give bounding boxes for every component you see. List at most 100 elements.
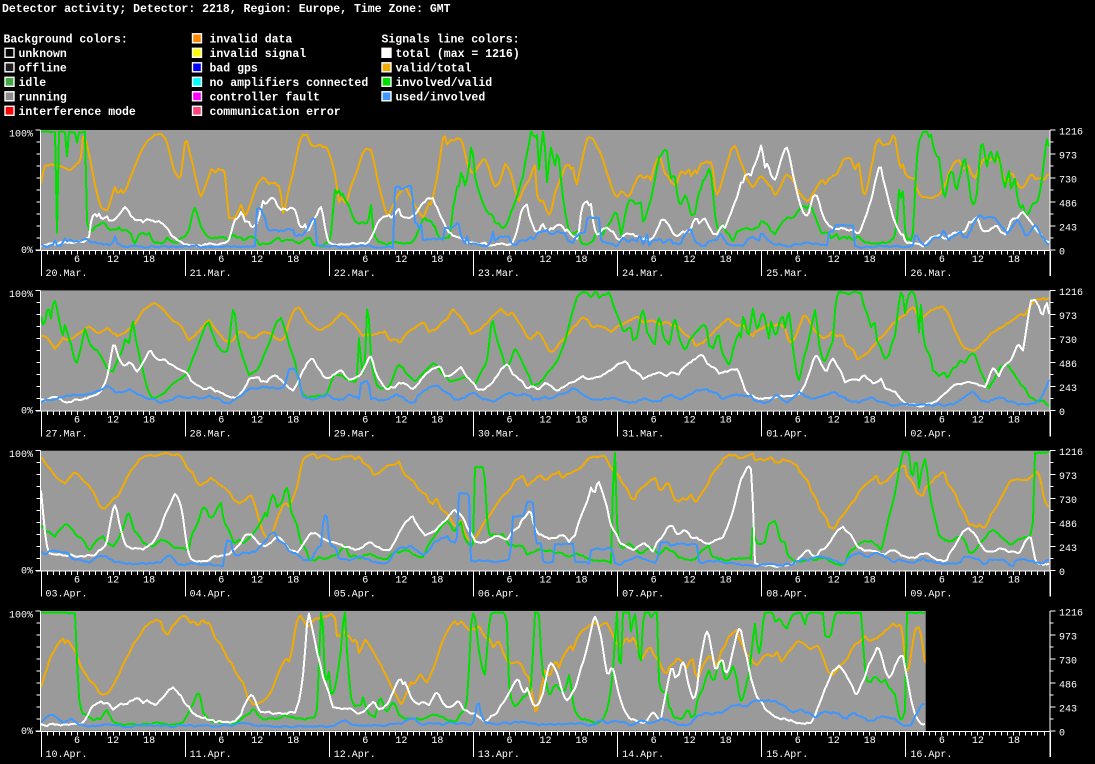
svg-text:6: 6 xyxy=(795,576,801,587)
svg-text:18: 18 xyxy=(431,415,443,426)
svg-text:27.Mar.: 27.Mar. xyxy=(46,429,88,440)
svg-text:05.Apr.: 05.Apr. xyxy=(334,590,376,601)
svg-text:Background colors:: Background colors: xyxy=(4,33,128,46)
svg-text:12: 12 xyxy=(684,415,696,426)
svg-text:28.Mar.: 28.Mar. xyxy=(190,429,232,440)
svg-text:0: 0 xyxy=(1059,568,1065,579)
svg-text:1216: 1216 xyxy=(1059,608,1083,619)
svg-text:486: 486 xyxy=(1059,520,1077,531)
svg-text:18: 18 xyxy=(143,415,155,426)
svg-text:243: 243 xyxy=(1059,384,1077,395)
svg-text:06.Apr.: 06.Apr. xyxy=(478,590,520,601)
svg-text:Signals line colors:: Signals line colors: xyxy=(382,33,520,46)
svg-text:09.Apr.: 09.Apr. xyxy=(910,590,952,601)
svg-text:12: 12 xyxy=(539,415,551,426)
svg-text:0%: 0% xyxy=(21,406,33,417)
svg-text:730: 730 xyxy=(1059,496,1077,507)
svg-text:communication error: communication error xyxy=(210,106,341,119)
svg-text:100%: 100% xyxy=(9,610,33,621)
svg-text:12: 12 xyxy=(684,255,696,266)
svg-text:12: 12 xyxy=(828,736,840,747)
svg-text:interference mode: interference mode xyxy=(19,106,136,119)
svg-text:6: 6 xyxy=(506,576,512,587)
svg-text:6: 6 xyxy=(506,736,512,747)
svg-text:invalid data: invalid data xyxy=(210,33,293,46)
svg-text:18: 18 xyxy=(431,736,443,747)
svg-text:6: 6 xyxy=(651,576,657,587)
svg-text:04.Apr.: 04.Apr. xyxy=(190,590,232,601)
svg-text:0: 0 xyxy=(1059,728,1065,739)
svg-text:243: 243 xyxy=(1059,704,1077,715)
svg-text:18: 18 xyxy=(720,736,732,747)
svg-text:running: running xyxy=(19,91,67,104)
svg-text:18: 18 xyxy=(143,736,155,747)
svg-text:973: 973 xyxy=(1059,472,1077,483)
svg-text:486: 486 xyxy=(1059,360,1077,371)
svg-text:0: 0 xyxy=(1059,248,1065,259)
svg-text:6: 6 xyxy=(939,576,945,587)
svg-text:20.Mar.: 20.Mar. xyxy=(46,269,88,280)
svg-text:12: 12 xyxy=(107,576,119,587)
svg-text:730: 730 xyxy=(1059,336,1077,347)
svg-text:730: 730 xyxy=(1059,656,1077,667)
svg-text:12: 12 xyxy=(251,576,263,587)
svg-text:12: 12 xyxy=(539,255,551,266)
svg-text:no amplifiers connected: no amplifiers connected xyxy=(210,77,369,90)
svg-text:12: 12 xyxy=(684,736,696,747)
svg-text:18: 18 xyxy=(720,255,732,266)
svg-text:12: 12 xyxy=(684,576,696,587)
svg-text:0%: 0% xyxy=(21,246,33,257)
svg-text:973: 973 xyxy=(1059,312,1077,323)
svg-text:6: 6 xyxy=(362,736,368,747)
svg-text:1216: 1216 xyxy=(1059,288,1083,299)
svg-text:30.Mar.: 30.Mar. xyxy=(478,429,520,440)
svg-text:486: 486 xyxy=(1059,680,1077,691)
svg-text:18: 18 xyxy=(575,736,587,747)
svg-text:controller fault: controller fault xyxy=(210,91,320,104)
svg-text:18: 18 xyxy=(864,736,876,747)
svg-text:18: 18 xyxy=(1008,255,1020,266)
svg-text:973: 973 xyxy=(1059,632,1077,643)
svg-text:6: 6 xyxy=(74,736,80,747)
svg-text:6: 6 xyxy=(218,576,224,587)
svg-text:used/involved: used/involved xyxy=(396,91,486,104)
svg-text:18: 18 xyxy=(431,576,443,587)
svg-text:6: 6 xyxy=(218,736,224,747)
svg-text:02.Apr.: 02.Apr. xyxy=(910,429,952,440)
svg-text:25.Mar.: 25.Mar. xyxy=(766,269,808,280)
svg-text:18: 18 xyxy=(287,415,299,426)
svg-text:18: 18 xyxy=(1008,415,1020,426)
svg-text:486: 486 xyxy=(1059,200,1077,211)
svg-text:6: 6 xyxy=(506,255,512,266)
svg-text:11.Apr.: 11.Apr. xyxy=(190,750,232,761)
svg-text:10.Apr.: 10.Apr. xyxy=(46,750,88,761)
svg-text:12: 12 xyxy=(395,255,407,266)
svg-text:Detector activity; Detector: 2: Detector activity; Detector: 2218, Regio… xyxy=(2,3,451,16)
svg-text:23.Mar.: 23.Mar. xyxy=(478,269,520,280)
svg-text:12: 12 xyxy=(395,415,407,426)
svg-text:12: 12 xyxy=(828,415,840,426)
svg-text:13.Apr.: 13.Apr. xyxy=(478,750,520,761)
svg-text:12: 12 xyxy=(972,576,984,587)
svg-text:6: 6 xyxy=(74,415,80,426)
svg-text:07.Apr.: 07.Apr. xyxy=(622,590,664,601)
svg-text:unknown: unknown xyxy=(19,48,67,61)
svg-text:6: 6 xyxy=(795,255,801,266)
svg-text:0%: 0% xyxy=(21,727,33,738)
svg-text:6: 6 xyxy=(651,736,657,747)
svg-text:bad gps: bad gps xyxy=(210,62,258,75)
svg-text:6: 6 xyxy=(218,255,224,266)
svg-text:243: 243 xyxy=(1059,544,1077,555)
svg-text:6: 6 xyxy=(218,415,224,426)
svg-text:6: 6 xyxy=(795,736,801,747)
svg-text:973: 973 xyxy=(1059,152,1077,163)
svg-text:18: 18 xyxy=(1008,576,1020,587)
svg-text:12.Apr.: 12.Apr. xyxy=(334,750,376,761)
svg-text:18: 18 xyxy=(287,255,299,266)
svg-text:21.Mar.: 21.Mar. xyxy=(190,269,232,280)
svg-text:1216: 1216 xyxy=(1059,448,1083,459)
svg-text:29.Mar.: 29.Mar. xyxy=(334,429,376,440)
svg-text:100%: 100% xyxy=(9,450,33,461)
svg-text:6: 6 xyxy=(362,576,368,587)
svg-text:18: 18 xyxy=(143,576,155,587)
